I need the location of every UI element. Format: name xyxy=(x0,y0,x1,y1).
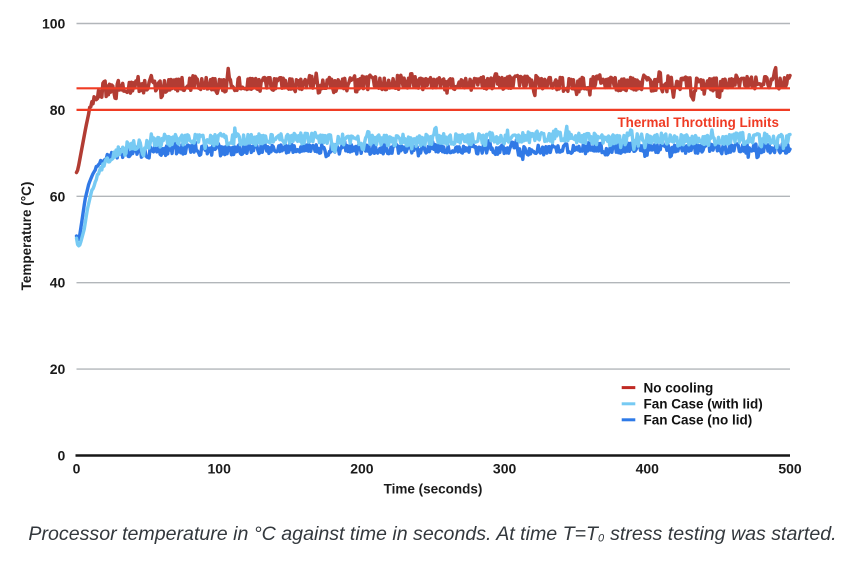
svg-text:80: 80 xyxy=(50,102,66,118)
svg-text:Fan Case (no lid): Fan Case (no lid) xyxy=(644,413,753,428)
svg-text:Fan Case (with lid): Fan Case (with lid) xyxy=(644,397,763,412)
svg-text:300: 300 xyxy=(493,461,517,477)
svg-text:Thermal Throttling Limits: Thermal Throttling Limits xyxy=(618,115,779,130)
svg-text:400: 400 xyxy=(636,461,660,477)
svg-text:500: 500 xyxy=(778,461,802,477)
svg-text:No cooling: No cooling xyxy=(644,380,714,395)
svg-text:0: 0 xyxy=(73,461,81,477)
svg-text:0: 0 xyxy=(58,448,66,464)
svg-text:20: 20 xyxy=(50,361,66,377)
svg-text:Time (seconds): Time (seconds) xyxy=(384,482,483,497)
svg-text:60: 60 xyxy=(50,188,66,204)
svg-text:Temperature (°C): Temperature (°C) xyxy=(19,182,34,291)
svg-text:40: 40 xyxy=(50,275,66,291)
svg-text:200: 200 xyxy=(350,461,374,477)
svg-text:100: 100 xyxy=(208,461,232,477)
svg-text:100: 100 xyxy=(42,16,66,32)
